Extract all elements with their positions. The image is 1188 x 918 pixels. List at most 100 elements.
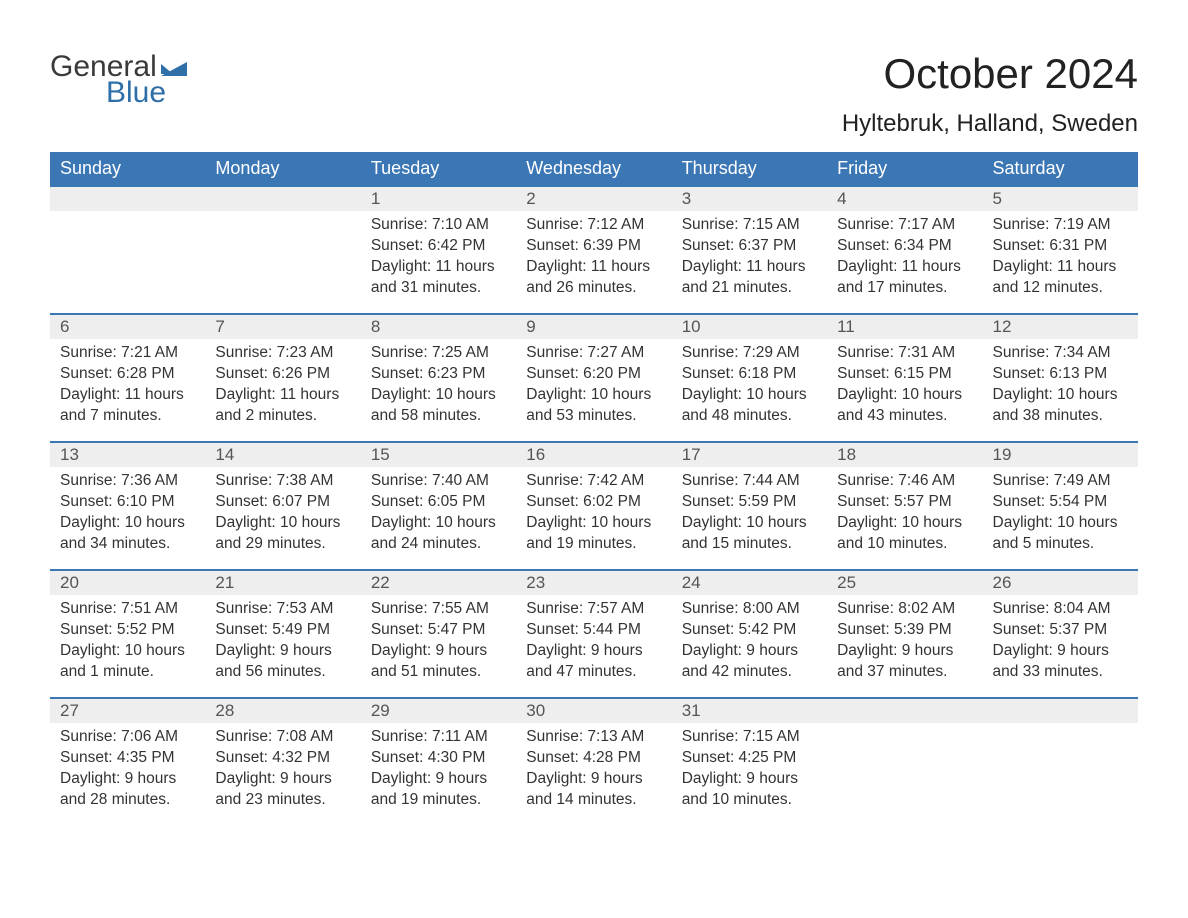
day-body: Sunrise: 7:34 AMSunset: 6:13 PMDaylight:… [983, 339, 1138, 437]
day-number-row: 19 [983, 443, 1138, 467]
sunset-line: Sunset: 5:59 PM [682, 492, 817, 513]
sunset-line: Sunset: 6:18 PM [682, 364, 817, 385]
sunset-line: Sunset: 6:37 PM [682, 236, 817, 257]
day-body [50, 211, 205, 225]
title-block: October 2024 Hyltebruk, Halland, Sweden [842, 50, 1138, 138]
daylight-line: Daylight: 10 hours and 1 minute. [60, 641, 195, 683]
sunrise-line: Sunrise: 7:38 AM [215, 471, 350, 492]
calendar-table: SundayMondayTuesdayWednesdayThursdayFrid… [50, 152, 1138, 825]
sunset-line: Sunset: 5:52 PM [60, 620, 195, 641]
calendar-cell: 13Sunrise: 7:36 AMSunset: 6:10 PMDayligh… [50, 441, 205, 569]
day-body: Sunrise: 7:40 AMSunset: 6:05 PMDaylight:… [361, 467, 516, 565]
daylight-line: Daylight: 9 hours and 37 minutes. [837, 641, 972, 683]
sunrise-line: Sunrise: 7:53 AM [215, 599, 350, 620]
sunrise-line: Sunrise: 7:36 AM [60, 471, 195, 492]
sunrise-line: Sunrise: 7:49 AM [993, 471, 1128, 492]
calendar-week-row: 27Sunrise: 7:06 AMSunset: 4:35 PMDayligh… [50, 697, 1138, 825]
day-number-row: 31 [672, 699, 827, 723]
daylight-line: Daylight: 11 hours and 31 minutes. [371, 257, 506, 299]
sunrise-line: Sunrise: 7:46 AM [837, 471, 972, 492]
sunset-line: Sunset: 4:35 PM [60, 748, 195, 769]
day-number-row: 28 [205, 699, 360, 723]
daylight-line: Daylight: 11 hours and 21 minutes. [682, 257, 817, 299]
sunset-line: Sunset: 6:28 PM [60, 364, 195, 385]
daylight-line: Daylight: 11 hours and 7 minutes. [60, 385, 195, 427]
calendar-header-row: SundayMondayTuesdayWednesdayThursdayFrid… [50, 152, 1138, 185]
day-number-row: 15 [361, 443, 516, 467]
calendar-cell: 31Sunrise: 7:15 AMSunset: 4:25 PMDayligh… [672, 697, 827, 825]
sunrise-line: Sunrise: 7:11 AM [371, 727, 506, 748]
sunrise-line: Sunrise: 7:17 AM [837, 215, 972, 236]
weekday-header: Wednesday [516, 152, 671, 185]
weekday-header: Friday [827, 152, 982, 185]
daylight-line: Daylight: 10 hours and 34 minutes. [60, 513, 195, 555]
sunrise-line: Sunrise: 7:13 AM [526, 727, 661, 748]
day-body: Sunrise: 7:44 AMSunset: 5:59 PMDaylight:… [672, 467, 827, 565]
day-body: Sunrise: 7:15 AMSunset: 4:25 PMDaylight:… [672, 723, 827, 821]
day-body: Sunrise: 7:46 AMSunset: 5:57 PMDaylight:… [827, 467, 982, 565]
sunset-line: Sunset: 6:42 PM [371, 236, 506, 257]
day-body: Sunrise: 7:38 AMSunset: 6:07 PMDaylight:… [205, 467, 360, 565]
day-body: Sunrise: 7:31 AMSunset: 6:15 PMDaylight:… [827, 339, 982, 437]
day-body: Sunrise: 7:17 AMSunset: 6:34 PMDaylight:… [827, 211, 982, 309]
day-number-row: 17 [672, 443, 827, 467]
sunset-line: Sunset: 6:31 PM [993, 236, 1128, 257]
calendar-cell: 18Sunrise: 7:46 AMSunset: 5:57 PMDayligh… [827, 441, 982, 569]
day-number-row: 12 [983, 315, 1138, 339]
daylight-line: Daylight: 10 hours and 53 minutes. [526, 385, 661, 427]
day-number-row: 2 [516, 187, 671, 211]
daylight-line: Daylight: 11 hours and 12 minutes. [993, 257, 1128, 299]
day-body: Sunrise: 7:53 AMSunset: 5:49 PMDaylight:… [205, 595, 360, 693]
sunrise-line: Sunrise: 7:31 AM [837, 343, 972, 364]
day-number-row: 5 [983, 187, 1138, 211]
calendar-week-row: 6Sunrise: 7:21 AMSunset: 6:28 PMDaylight… [50, 313, 1138, 441]
calendar-cell [827, 697, 982, 825]
month-title: October 2024 [842, 50, 1138, 98]
sunrise-line: Sunrise: 7:06 AM [60, 727, 195, 748]
day-body: Sunrise: 7:57 AMSunset: 5:44 PMDaylight:… [516, 595, 671, 693]
day-body: Sunrise: 7:23 AMSunset: 6:26 PMDaylight:… [205, 339, 360, 437]
flag-icon [161, 56, 187, 76]
daylight-line: Daylight: 10 hours and 19 minutes. [526, 513, 661, 555]
sunrise-line: Sunrise: 7:34 AM [993, 343, 1128, 364]
sunrise-line: Sunrise: 7:12 AM [526, 215, 661, 236]
daylight-line: Daylight: 9 hours and 42 minutes. [682, 641, 817, 683]
sunset-line: Sunset: 6:05 PM [371, 492, 506, 513]
sunset-line: Sunset: 6:13 PM [993, 364, 1128, 385]
calendar-cell: 1Sunrise: 7:10 AMSunset: 6:42 PMDaylight… [361, 185, 516, 313]
sunrise-line: Sunrise: 7:08 AM [215, 727, 350, 748]
sunset-line: Sunset: 6:02 PM [526, 492, 661, 513]
day-number-row [50, 187, 205, 211]
sunset-line: Sunset: 5:54 PM [993, 492, 1128, 513]
calendar-cell: 26Sunrise: 8:04 AMSunset: 5:37 PMDayligh… [983, 569, 1138, 697]
day-number-row: 4 [827, 187, 982, 211]
daylight-line: Daylight: 11 hours and 2 minutes. [215, 385, 350, 427]
day-number-row: 8 [361, 315, 516, 339]
sunrise-line: Sunrise: 7:19 AM [993, 215, 1128, 236]
sunset-line: Sunset: 4:25 PM [682, 748, 817, 769]
sunrise-line: Sunrise: 7:21 AM [60, 343, 195, 364]
day-number-row: 27 [50, 699, 205, 723]
calendar-week-row: 1Sunrise: 7:10 AMSunset: 6:42 PMDaylight… [50, 185, 1138, 313]
sunrise-line: Sunrise: 7:44 AM [682, 471, 817, 492]
daylight-line: Daylight: 9 hours and 56 minutes. [215, 641, 350, 683]
day-number-row: 26 [983, 571, 1138, 595]
day-body [827, 723, 982, 737]
sunrise-line: Sunrise: 8:00 AM [682, 599, 817, 620]
calendar-body: 1Sunrise: 7:10 AMSunset: 6:42 PMDaylight… [50, 185, 1138, 825]
sunrise-line: Sunrise: 7:15 AM [682, 727, 817, 748]
sunset-line: Sunset: 6:39 PM [526, 236, 661, 257]
day-body [205, 211, 360, 225]
sunset-line: Sunset: 6:23 PM [371, 364, 506, 385]
day-number-row: 22 [361, 571, 516, 595]
sunset-line: Sunset: 6:26 PM [215, 364, 350, 385]
day-number-row: 30 [516, 699, 671, 723]
day-body: Sunrise: 7:13 AMSunset: 4:28 PMDaylight:… [516, 723, 671, 821]
sunset-line: Sunset: 5:47 PM [371, 620, 506, 641]
day-number-row: 24 [672, 571, 827, 595]
day-number-row: 23 [516, 571, 671, 595]
calendar-cell: 21Sunrise: 7:53 AMSunset: 5:49 PMDayligh… [205, 569, 360, 697]
calendar-cell: 22Sunrise: 7:55 AMSunset: 5:47 PMDayligh… [361, 569, 516, 697]
day-number-row [827, 699, 982, 723]
calendar-cell: 24Sunrise: 8:00 AMSunset: 5:42 PMDayligh… [672, 569, 827, 697]
